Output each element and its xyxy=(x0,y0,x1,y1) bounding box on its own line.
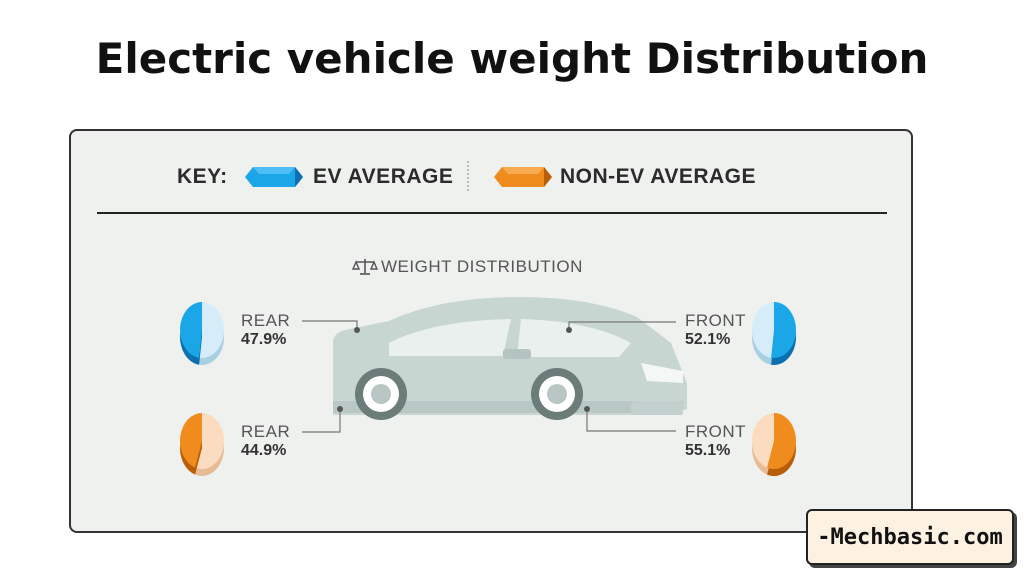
non-ev-rear-label: REAR 44.9% xyxy=(241,422,290,460)
chart-panel: KEY: EV AVERAGE NON-EV AVERAGE WEIGHT DI… xyxy=(69,129,913,533)
ev-front-pie xyxy=(752,302,796,365)
ev-front-name: FRONT xyxy=(685,311,747,330)
ev-rear-name: REAR xyxy=(241,311,291,330)
non-ev-rear-pie xyxy=(179,413,224,476)
page-title: Electric vehicle weight Distribution xyxy=(95,34,929,83)
non-ev-key-label: NON-EV AVERAGE xyxy=(560,165,757,188)
chart-subtitle: WEIGHT DISTRIBUTION xyxy=(381,257,583,276)
non-ev-front-value: 55.1% xyxy=(685,442,731,459)
key-divider xyxy=(467,161,469,191)
key-label: KEY: xyxy=(177,165,228,188)
non-ev-front-label: FRONT 55.1% xyxy=(685,422,746,460)
car-diagram xyxy=(302,297,687,433)
non-ev-key-swatch-icon xyxy=(494,167,552,187)
ev-rear-pie xyxy=(180,302,224,365)
pie-charts xyxy=(179,302,797,476)
scale-icon xyxy=(351,259,379,275)
ev-key-label: EV AVERAGE xyxy=(313,165,454,188)
divider-line xyxy=(97,212,887,214)
non-ev-rear-value: 44.9% xyxy=(241,442,287,459)
non-ev-rear-name: REAR xyxy=(241,422,291,441)
ev-front-value: 52.1% xyxy=(685,331,731,348)
ev-rear-label: REAR 47.9% xyxy=(241,311,290,349)
ev-front-label: FRONT 52.1% xyxy=(685,311,746,349)
non-ev-front-pie xyxy=(752,413,797,476)
ev-key-swatch-icon xyxy=(245,167,303,187)
non-ev-front-name: FRONT xyxy=(685,422,747,441)
ev-rear-value: 47.9% xyxy=(241,331,287,348)
watermark: -Mechbasic.com xyxy=(806,509,1014,565)
car-icon xyxy=(333,297,687,420)
